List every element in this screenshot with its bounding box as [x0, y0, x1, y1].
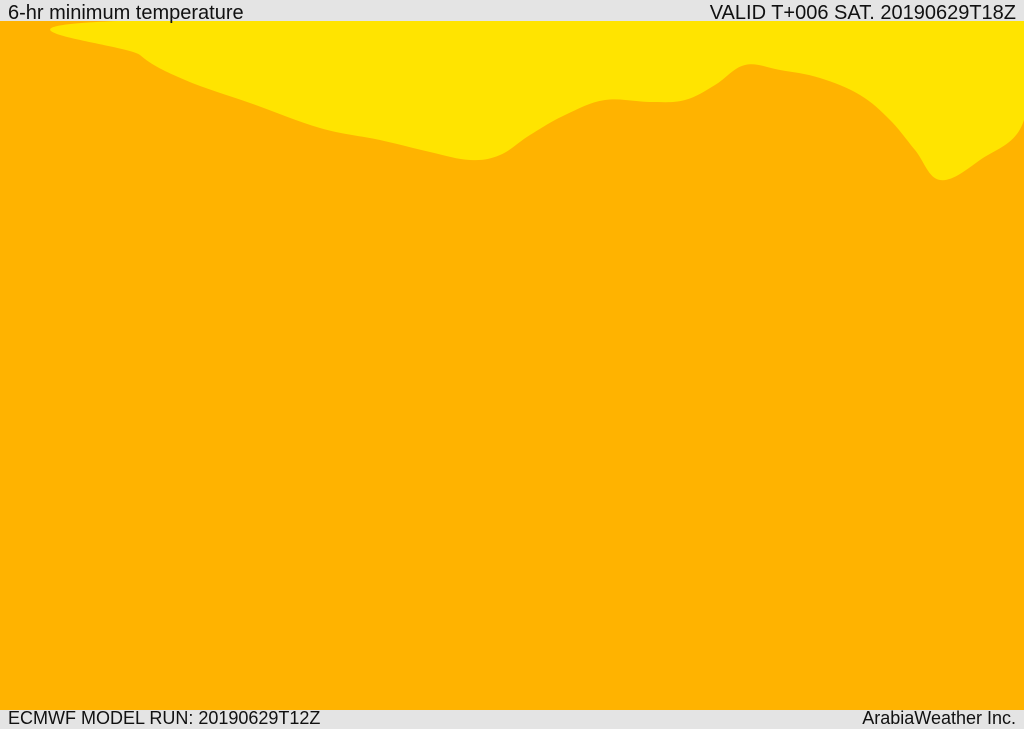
svg-text:ArabiaWeather Inc.: ArabiaWeather Inc. [862, 708, 1016, 728]
svg-text:VALID T+006 SAT. 20190629T18Z: VALID T+006 SAT. 20190629T18Z [710, 2, 1016, 24]
svg-text:ECMWF MODEL RUN: 20190629T12Z: ECMWF MODEL RUN: 20190629T12Z [8, 708, 320, 728]
svg-text:6-hr minimum temperature: 6-hr minimum temperature [8, 2, 244, 24]
